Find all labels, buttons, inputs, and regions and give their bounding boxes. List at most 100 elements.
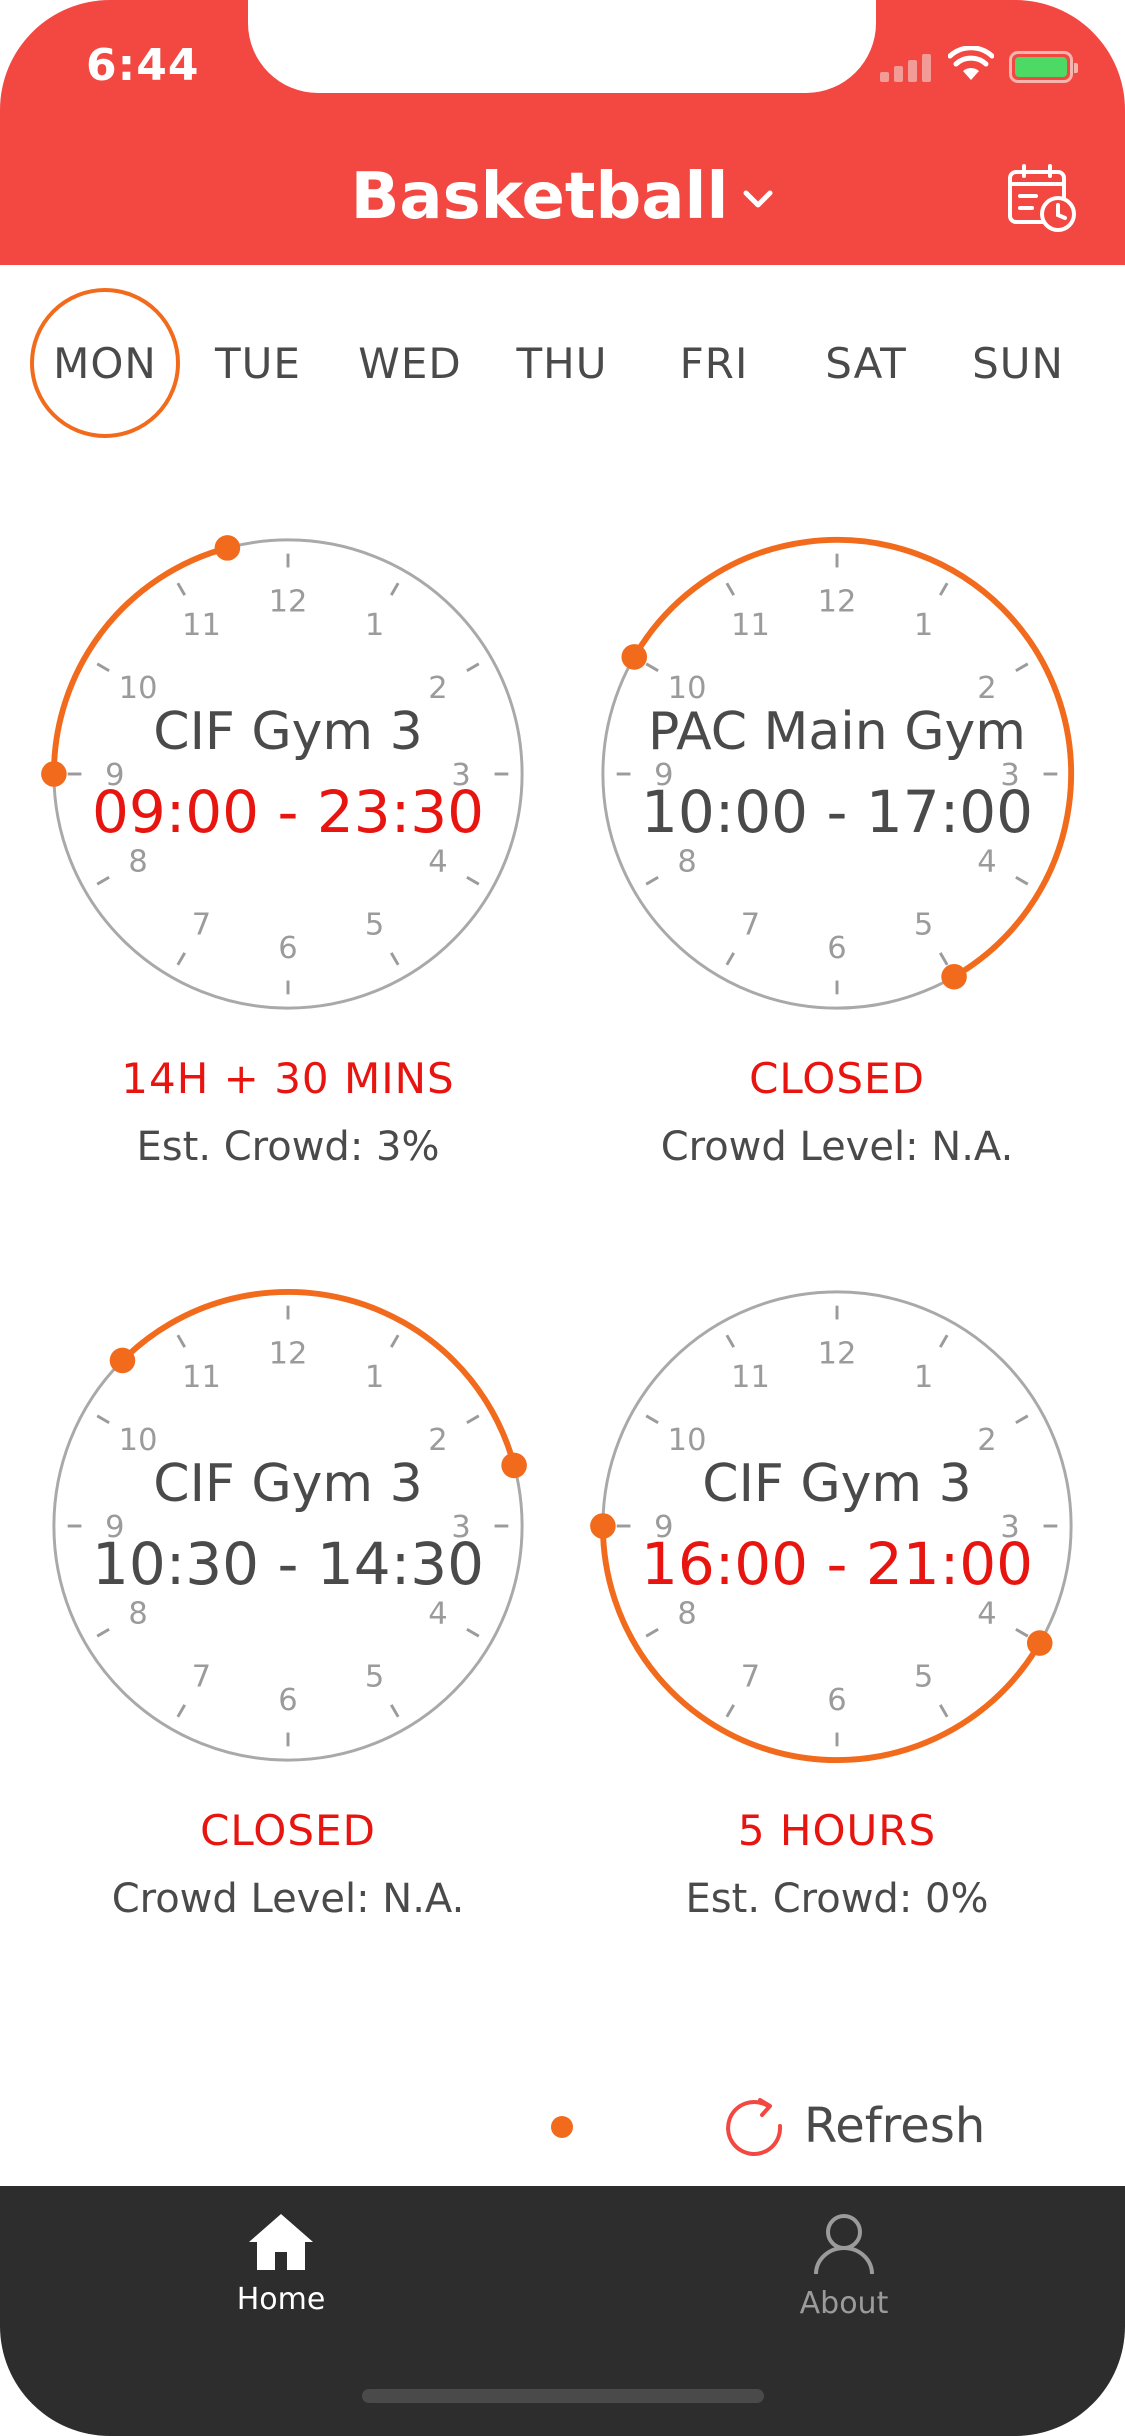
clock-number: 2 — [428, 1423, 447, 1458]
clock-number: 2 — [977, 1423, 996, 1458]
clock-number: 11 — [731, 1360, 770, 1395]
arc-end-dot — [941, 963, 967, 990]
cellular-signal-icon — [880, 52, 940, 82]
clock-number: 6 — [278, 1683, 297, 1718]
gym-card[interactable]: 12 1 2 3 4 5 6 7 8 9 10 11 CIF Gym 3 10:30 - 14:30 CLO… — [18, 1286, 558, 1986]
calendar-clock-icon[interactable] — [1006, 162, 1078, 234]
clock-number: 8 — [128, 1596, 147, 1631]
clock-tick — [725, 952, 735, 966]
clock-number: 3 — [451, 1510, 470, 1545]
clock-tick — [645, 1628, 659, 1638]
gym-name: PAC Main Gym — [648, 702, 1026, 762]
clock-tick — [939, 582, 949, 596]
clock-tick — [645, 662, 659, 672]
gym-status: 5 HOURS — [737, 1806, 937, 1855]
day-mon[interactable]: MON — [30, 288, 180, 438]
day-sat[interactable]: SAT — [825, 338, 907, 388]
clock-number: 5 — [365, 1660, 384, 1695]
clock-number: 3 — [451, 758, 470, 793]
clock-tick — [466, 662, 480, 672]
status-time: 6:44 — [86, 40, 200, 91]
clock-tick — [390, 952, 400, 966]
clock-tick — [176, 582, 186, 596]
gym-card[interactable]: 12 1 2 3 4 5 6 7 8 9 10 11 PAC Main Gym 10:00 - 17:00… — [567, 534, 1107, 1234]
clock-number: 9 — [654, 1510, 673, 1545]
clock-tick — [96, 876, 110, 886]
clock-number: 6 — [827, 1683, 846, 1718]
gym-status: CLOSED — [200, 1806, 376, 1855]
clock-tick — [645, 876, 659, 886]
arc-start-dot — [109, 1347, 136, 1374]
clock-number: 11 — [182, 608, 221, 643]
gym-card[interactable]: 12 1 2 3 4 5 6 7 8 9 10 11 CIF Gym 3 16:00 - 21:00 5 H… — [567, 1286, 1107, 1986]
clock-number: 7 — [741, 1660, 760, 1695]
sport-title: Basketball — [350, 160, 729, 234]
device-notch — [248, 0, 876, 93]
clock-number: 8 — [677, 1596, 696, 1631]
arc-start-dot — [41, 761, 67, 787]
clock-tick — [1015, 876, 1029, 886]
clock-number: 12 — [818, 1337, 857, 1372]
clock-tick — [725, 1334, 735, 1348]
gym-hours: 09:00 - 23:30 — [91, 778, 485, 846]
day-wed[interactable]: WED — [358, 338, 462, 388]
gym-card[interactable]: 12 1 2 3 4 5 6 7 8 9 10 11 CIF Gym 3 09:00 - 23:30 14H… — [18, 534, 558, 1234]
open-hours-arc — [599, 1525, 1043, 1763]
tab-about[interactable]: About — [694, 2212, 994, 2321]
clock-number: 9 — [105, 758, 124, 793]
person-icon — [814, 2214, 874, 2275]
clock-tick — [645, 1414, 659, 1424]
open-hours-arc — [631, 537, 1074, 980]
arc-end-dot — [214, 535, 241, 561]
tab-about-label: About — [799, 2286, 889, 2321]
clock-number: 10 — [119, 671, 158, 706]
gym-name: CIF Gym 3 — [702, 1454, 972, 1514]
clock-tick — [466, 1628, 480, 1638]
day-fri[interactable]: FRI — [679, 338, 749, 388]
page-indicator-dot — [551, 2116, 573, 2138]
clock-tick — [939, 1334, 949, 1348]
gym-crowd: Crowd Level: N.A. — [111, 1876, 465, 1922]
clock-number: 11 — [182, 1360, 221, 1395]
clock-number: 3 — [1000, 758, 1019, 793]
clock-number: 11 — [731, 608, 770, 643]
gym-status: 14H + 30 MINS — [121, 1054, 455, 1103]
clock-tick — [939, 1704, 949, 1718]
clock-tick — [390, 1704, 400, 1718]
clock-number: 10 — [119, 1423, 158, 1458]
open-hours-arc — [50, 545, 229, 775]
weekday-selector: MON TUE WED THU FRI SAT SUN — [0, 288, 1125, 453]
arc-start-dot — [1026, 1630, 1053, 1656]
gym-hours: 10:00 - 17:00 — [640, 778, 1034, 846]
clock-number: 4 — [977, 1596, 996, 1631]
tab-home[interactable]: Home — [131, 2212, 431, 2317]
gym-status: CLOSED — [749, 1054, 925, 1103]
arc-end-dot — [590, 1513, 616, 1539]
day-sun[interactable]: SUN — [972, 338, 1064, 388]
clock-number: 3 — [1000, 1510, 1019, 1545]
clock-tick — [1015, 1628, 1029, 1638]
refresh-label: Refresh — [804, 2098, 986, 2154]
clock-number: 7 — [192, 1660, 211, 1695]
refresh-button[interactable]: Refresh — [722, 2090, 985, 2162]
day-tue[interactable]: TUE — [215, 338, 301, 388]
clock-number: 5 — [914, 1660, 933, 1695]
day-thu[interactable]: THU — [516, 338, 608, 388]
sport-selector[interactable]: Basketball — [0, 160, 1125, 234]
clock-number: 7 — [741, 908, 760, 943]
clock-tick — [96, 1414, 110, 1424]
open-hours-arc — [120, 1288, 517, 1467]
clock-number: 9 — [654, 758, 673, 793]
clock-tick — [939, 952, 949, 966]
refresh-icon — [726, 2098, 783, 2156]
clock-tick — [176, 1334, 186, 1348]
gym-hours: 16:00 - 21:00 — [640, 1530, 1034, 1598]
clock-number: 5 — [365, 908, 384, 943]
clock-tick — [466, 876, 480, 886]
clock-number: 4 — [428, 1596, 447, 1631]
battery-icon — [1009, 51, 1078, 83]
gym-crowd: Est. Crowd: 0% — [685, 1876, 989, 1922]
